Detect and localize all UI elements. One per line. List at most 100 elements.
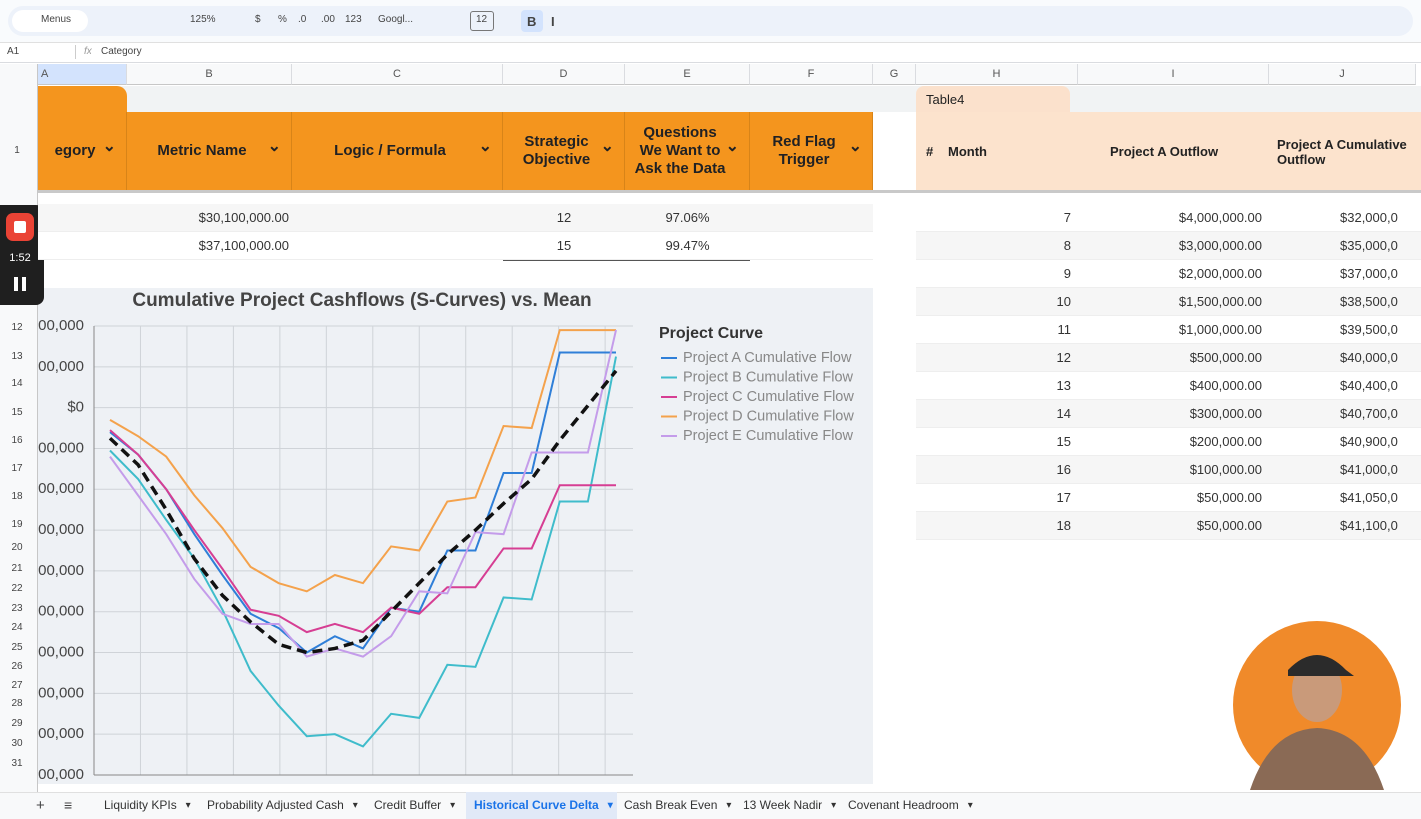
- column-header[interactable]: C: [292, 64, 503, 85]
- cell: $100,000.00: [1189, 462, 1262, 477]
- table-header[interactable]: Project A Outflow: [1110, 144, 1219, 159]
- cell-ref: A1: [7, 46, 20, 57]
- y-tick-label: 00,000: [38, 358, 84, 375]
- cell: 8: [1063, 238, 1071, 253]
- row-number[interactable]: 31: [11, 758, 23, 769]
- series-line: [109, 429, 616, 634]
- sheet-tab[interactable]: Probability Adjusted Cash: [199, 792, 362, 819]
- row-number[interactable]: 14: [11, 378, 23, 389]
- row-number[interactable]: 20: [11, 542, 23, 553]
- toolbar-item[interactable]: I: [551, 14, 555, 29]
- column-header[interactable]: A: [38, 64, 127, 85]
- cell: $300,000.00: [1189, 406, 1262, 421]
- column-header[interactable]: J: [1269, 64, 1416, 85]
- row-number[interactable]: 23: [11, 603, 23, 614]
- row-number[interactable]: 12: [11, 322, 23, 333]
- cell: $37,100,000.00: [198, 238, 289, 253]
- cell: 16: [1056, 462, 1071, 477]
- legend-label: Project C Cumulative Flow: [683, 389, 854, 405]
- row-number[interactable]: 22: [11, 583, 23, 594]
- cell: $200,000.00: [1189, 434, 1262, 449]
- cell: $3,000,000.00: [1178, 238, 1262, 253]
- column-header[interactable]: D: [503, 64, 625, 85]
- sheet-tab[interactable]: Cash Break Even: [616, 792, 735, 819]
- row-number[interactable]: 26: [11, 661, 23, 672]
- column-header[interactable]: I: [1078, 64, 1269, 85]
- formula-content: Category: [101, 46, 142, 57]
- row-number[interactable]: 30: [11, 738, 23, 749]
- toolbar-item[interactable]: 125%: [190, 14, 216, 25]
- toolbar-item[interactable]: B: [527, 14, 537, 29]
- row-number[interactable]: 17: [11, 463, 23, 474]
- sheet-tab[interactable]: Credit Buffer: [366, 792, 459, 819]
- toolbar-item[interactable]: .0: [298, 14, 307, 25]
- table-chip-right[interactable]: [916, 86, 1070, 112]
- row-number[interactable]: 18: [11, 491, 23, 502]
- chart-title: Cumulative Project Cashflows (S-Curves) …: [132, 290, 591, 311]
- row-bg: [916, 288, 1421, 316]
- cell: $40,900,0: [1340, 434, 1398, 449]
- table-chip-left[interactable]: [38, 86, 127, 112]
- row-number[interactable]: 13: [11, 351, 23, 362]
- font-size-box[interactable]: [470, 11, 494, 31]
- row-number[interactable]: 25: [11, 642, 23, 653]
- column-header[interactable]: H: [916, 64, 1078, 85]
- search-box[interactable]: [12, 10, 88, 32]
- cell: $50,000.00: [1196, 518, 1262, 533]
- cell: 7: [1063, 210, 1071, 225]
- all-sheets[interactable]: ≡: [64, 797, 73, 813]
- table-header[interactable]: Logic / Formula: [292, 112, 503, 190]
- table-header[interactable]: Metric Name: [127, 112, 292, 190]
- sheet-tab[interactable]: 13 Week Nadir: [735, 792, 840, 819]
- row-number[interactable]: 28: [11, 698, 23, 709]
- sheet-tab[interactable]: Liquidity KPIs: [96, 792, 195, 819]
- toolbar-item[interactable]: 123: [345, 14, 362, 25]
- toolbar-item[interactable]: Menus: [41, 14, 72, 25]
- toolbar-item[interactable]: Googl...: [378, 14, 414, 25]
- add-sheet[interactable]: +: [36, 797, 45, 814]
- person-body: [1250, 728, 1384, 790]
- y-tick-label: 00,000: [38, 766, 84, 783]
- pause-bar[interactable]: [22, 277, 26, 291]
- column-header[interactable]: B: [127, 64, 292, 85]
- row-bg: [916, 260, 1421, 288]
- sheet-tab[interactable]: Covenant Headroom: [840, 792, 977, 819]
- row-number[interactable]: 21: [11, 563, 23, 574]
- column-header[interactable]: E: [625, 64, 750, 85]
- webcam: [1233, 621, 1401, 790]
- toolbar-item[interactable]: .00: [321, 14, 335, 25]
- bold-active[interactable]: [521, 10, 543, 32]
- sheet-tab[interactable]: Historical Curve Delta: [466, 792, 617, 819]
- toolbar-item[interactable]: 12: [476, 14, 488, 25]
- table-header[interactable]: #: [926, 144, 934, 159]
- row-number[interactable]: 27: [11, 680, 23, 691]
- table-header[interactable]: Month: [948, 144, 987, 159]
- row-number[interactable]: 15: [11, 407, 23, 418]
- table-header[interactable]: Questions We Want to Ask the Data: [625, 112, 750, 190]
- cell: 9: [1063, 266, 1071, 281]
- person-cap: [1288, 655, 1354, 676]
- row-number[interactable]: 19: [11, 519, 23, 530]
- toolbar-item[interactable]: %: [278, 14, 287, 25]
- row-number[interactable]: 24: [11, 622, 23, 633]
- cell: 12: [1056, 350, 1071, 365]
- table-header[interactable]: Red Flag Trigger: [750, 112, 873, 190]
- cell: 12: [556, 210, 572, 225]
- table-name[interactable]: Table4: [926, 92, 965, 107]
- column-header[interactable]: G: [873, 64, 916, 85]
- row-number[interactable]: 29: [11, 718, 23, 729]
- column-header[interactable]: F: [750, 64, 873, 85]
- divider: [75, 45, 76, 59]
- cell: $30,100,000.00: [198, 210, 289, 225]
- row-number[interactable]: 1: [14, 145, 20, 156]
- y-tick-label: 00,000: [38, 725, 84, 742]
- pause-bar[interactable]: [14, 277, 18, 291]
- series-line: [109, 356, 617, 748]
- cell: $41,000,0: [1340, 462, 1398, 477]
- toolbar-item[interactable]: $: [255, 14, 261, 25]
- table-header[interactable]: Project A Cumulative Outflow: [1277, 137, 1407, 167]
- y-tick-label: 00,000: [38, 562, 84, 579]
- row-number[interactable]: 16: [11, 435, 23, 446]
- table-header[interactable]: Strategic Objective: [503, 112, 625, 190]
